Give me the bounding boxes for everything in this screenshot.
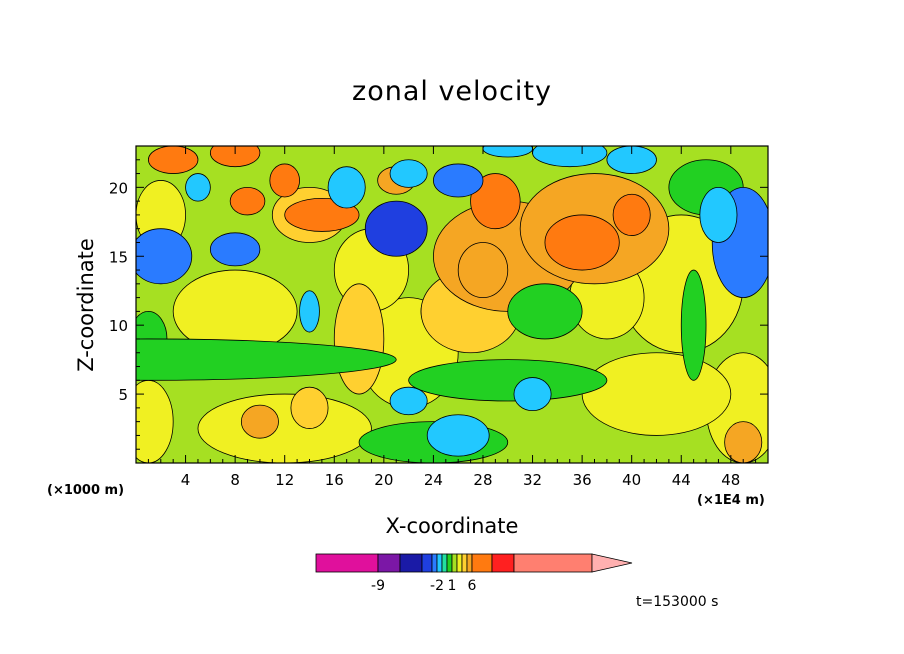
x-tick-label: 12 xyxy=(275,471,294,489)
colorbar-swatch xyxy=(466,553,473,573)
x-tick-label: 4 xyxy=(181,471,191,489)
contour-region xyxy=(482,146,533,158)
colorbar-swatch xyxy=(315,553,379,573)
contour-region xyxy=(581,352,732,436)
y-axis-label: Z-coordinate xyxy=(74,238,98,372)
x-tick-label: 24 xyxy=(424,471,443,489)
colorbar-tick-label: -2 xyxy=(430,578,444,594)
y-tick-label: 15 xyxy=(109,248,128,266)
contour-region xyxy=(229,186,266,216)
y-tick-label: 10 xyxy=(109,317,128,335)
colorbar-arrow xyxy=(591,553,633,573)
x-tick-label: 40 xyxy=(622,471,641,489)
contour-region xyxy=(290,386,329,429)
colorbar: -9 -2 1 6 xyxy=(315,553,633,594)
x-tick-label: 44 xyxy=(672,471,691,489)
contour-region xyxy=(299,290,320,333)
x-axis-label: X-coordinate xyxy=(385,514,519,538)
contour-region xyxy=(457,242,509,299)
contour-region xyxy=(470,173,521,230)
contour-region xyxy=(147,146,199,174)
y-tick-label: 5 xyxy=(118,386,128,404)
y-tick-label: 20 xyxy=(109,179,128,197)
colorbar-tick-label: 6 xyxy=(468,578,477,594)
colorbar-swatch xyxy=(451,553,458,573)
contour-region xyxy=(197,393,372,463)
x-tick-label: 48 xyxy=(721,471,740,489)
contour-region xyxy=(136,379,174,463)
plot-frame xyxy=(135,145,769,464)
contour-region xyxy=(426,414,490,457)
contour-region xyxy=(209,146,261,168)
time-label: t=153000 s xyxy=(636,594,719,610)
contour-region xyxy=(724,421,763,463)
colorbar-swatch xyxy=(441,553,448,573)
colorbar-swatch xyxy=(421,553,433,573)
colorbar-swatch xyxy=(513,553,593,573)
contour-region xyxy=(136,228,193,285)
contour-region xyxy=(513,377,552,412)
colorbar-swatch xyxy=(456,553,463,573)
colorbar-tick-label: 1 xyxy=(448,578,457,594)
contour-region xyxy=(408,359,608,402)
colorbar-tick-label: -9 xyxy=(371,578,385,594)
x-tick-label: 36 xyxy=(573,471,592,489)
contour-field xyxy=(136,146,768,463)
x-tick-label: 28 xyxy=(473,471,492,489)
contour-region xyxy=(185,173,211,202)
colorbar-swatch xyxy=(471,553,493,573)
colorbar-swatch xyxy=(446,553,453,573)
contour-region xyxy=(209,232,261,267)
x-unit-left-label: (×1000 m) xyxy=(47,483,125,498)
contour-region xyxy=(327,166,366,209)
x-tick-label: 20 xyxy=(374,471,393,489)
contour-region xyxy=(389,386,428,416)
contour-region xyxy=(433,163,484,198)
contour-region xyxy=(544,214,620,271)
contour-region xyxy=(606,146,657,174)
contour-region xyxy=(136,338,397,381)
contour-region xyxy=(699,186,738,243)
contour-region xyxy=(507,283,583,340)
x-tick-label: 16 xyxy=(325,471,344,489)
contour-region xyxy=(389,159,428,188)
colorbar-swatch xyxy=(491,553,515,573)
contour-region xyxy=(680,269,707,381)
colorbar-swatch xyxy=(461,553,468,573)
contour-region xyxy=(240,404,279,439)
x-tick-label: 32 xyxy=(523,471,542,489)
colorbar-swatch xyxy=(399,553,423,573)
x-tick-label: 8 xyxy=(230,471,240,489)
colorbar-swatch xyxy=(431,553,438,573)
contour-region xyxy=(269,163,300,198)
colorbar-swatch xyxy=(436,553,443,573)
contour-region xyxy=(364,200,428,257)
colorbar-swatch xyxy=(377,553,401,573)
contour-region xyxy=(612,193,651,236)
contour-region xyxy=(532,146,608,168)
x-unit-right-label: (×1E4 m) xyxy=(697,493,765,508)
contour-region xyxy=(333,283,385,395)
chart-title: zonal velocity xyxy=(352,76,552,107)
